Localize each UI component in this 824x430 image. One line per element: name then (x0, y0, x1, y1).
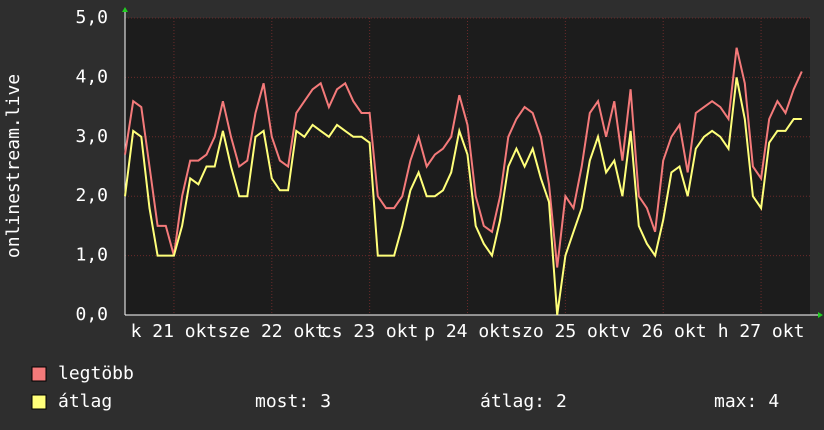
stat-value: 4 (768, 391, 779, 412)
x-tick-label: p 24 okt (424, 321, 511, 342)
stat-value: 3 (320, 391, 331, 412)
x-tick-label: sze 22 okt (218, 321, 326, 342)
legend-label: átlag (58, 391, 112, 412)
y-tick-label: 1,0 (75, 245, 108, 266)
x-tick-label: szo 25 okt (511, 321, 619, 342)
y-tick-label: 4,0 (75, 66, 108, 87)
legend-label: legtöbb (58, 363, 134, 384)
stat-label: átlag: (480, 391, 545, 412)
y-tick-label: 2,0 (75, 185, 108, 206)
x-tick-label: cs 23 okt (321, 321, 419, 342)
stat-value: 2 (556, 391, 567, 412)
series-line (124, 77, 802, 316)
axis-arrow (818, 312, 823, 318)
x-tick-label: v 26 okt (620, 321, 707, 342)
y-axis-label: onlinestream.live (3, 74, 24, 258)
y-tick-label: 5,0 (75, 7, 108, 28)
x-tick-label: h 27 okt (718, 321, 805, 342)
axis-arrow (122, 7, 128, 12)
x-tick-label: k 21 okt (131, 321, 218, 342)
stat-label: most: (255, 391, 309, 412)
legend-swatch (31, 394, 47, 410)
legend-swatch (31, 366, 47, 382)
y-tick-label: 0,0 (75, 304, 108, 325)
y-tick-label: 3,0 (75, 126, 108, 147)
stat-label: max: (714, 391, 757, 412)
series-line (124, 47, 803, 268)
